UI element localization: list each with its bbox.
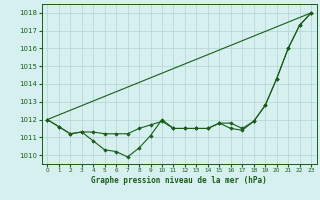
X-axis label: Graphe pression niveau de la mer (hPa): Graphe pression niveau de la mer (hPa) [91, 176, 267, 185]
